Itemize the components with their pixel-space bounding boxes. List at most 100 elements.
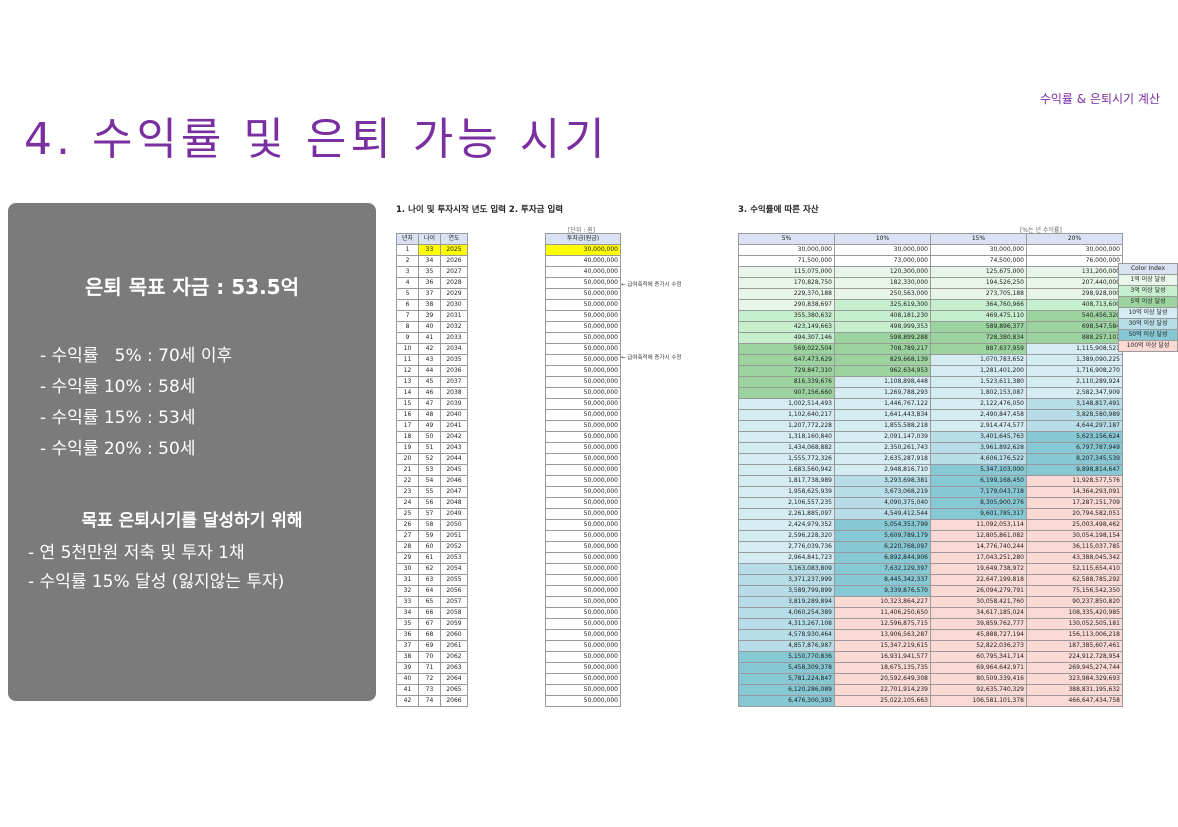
table-row: 19 51 2043	[396, 442, 468, 454]
table-row: 18 50 2042	[396, 431, 468, 443]
table-row: 40 72 2064	[396, 673, 468, 685]
table-cell: 728,380,834	[930, 332, 1027, 344]
table-cell: 6,892,844,906	[834, 552, 931, 564]
table-cell: 2,635,287,918	[834, 453, 931, 465]
table-cell: 16,931,941,577	[834, 651, 931, 663]
section-assets-label: 3. 수익률에 따른 자산	[738, 205, 819, 215]
table-cell: 2036	[440, 365, 468, 377]
table-cell: 1,207,772,228	[738, 420, 835, 432]
unit-note: [단위 : 원]	[568, 227, 596, 234]
table-row: 50,000,000	[545, 541, 621, 553]
table-row: 50,000,000	[545, 596, 621, 608]
table-cell: 50,000,000	[545, 277, 621, 289]
table-cell: 73,000,000	[834, 255, 931, 267]
table-cell: 2030	[440, 299, 468, 311]
table-row: 13 45 2037	[396, 376, 468, 388]
table-cell: 50,000,000	[545, 398, 621, 410]
table-cell: 229,370,188	[738, 288, 835, 300]
table-cell: 30,054,198,154	[1026, 530, 1123, 542]
table-cell: 31	[396, 574, 419, 586]
table-row: 21 53 2045	[396, 464, 468, 476]
table-cell: 5,150,770,836	[738, 651, 835, 663]
table-cell: 5,347,103,000	[930, 464, 1027, 476]
table-cell: 50,000,000	[545, 596, 621, 608]
table-cell: 2,091,147,039	[834, 431, 931, 443]
table-cell: 73	[418, 684, 441, 696]
table-row: 30억 이상 달성	[1118, 318, 1178, 330]
table-cell: 19,649,738,972	[930, 563, 1027, 575]
table-cell: 273,705,188	[930, 288, 1027, 300]
table-row: 10억 이상 달성	[1118, 307, 1178, 319]
table-cell: 50,000,000	[545, 618, 621, 630]
table-row: 50,000,000	[545, 530, 621, 542]
table-cell: 23	[396, 486, 419, 498]
header-cell: 투자금(원금)	[545, 233, 621, 245]
table-row: 30 62 2054	[396, 563, 468, 575]
table-cell: 2029	[440, 288, 468, 300]
table-cell: 2,122,476,050	[930, 398, 1027, 410]
condition-title: 목표 은퇴시기를 달성하기 위해	[81, 511, 303, 531]
table-cell: 290,838,697	[738, 299, 835, 311]
table-row: 24 56 2048	[396, 497, 468, 509]
table-cell: 498,999,353	[834, 321, 931, 333]
table-cell: 2025	[440, 244, 468, 256]
table-cell: 888,257,101	[1026, 332, 1123, 344]
table-cell: 27	[396, 530, 419, 542]
table-row: 23 55 2047	[396, 486, 468, 498]
table-row: 50,000,000	[545, 695, 621, 707]
table-row: 1,434,068,882 2,350,261,743 3,961,892,628 6…	[738, 442, 1123, 454]
table-cell: 1,281,401,200	[930, 365, 1027, 377]
age-table: 년차 나이 연도 1 33 2025 2 34 2026 3 35 2027 4 36 2028 5 37…	[396, 233, 468, 707]
table-cell: 17,043,251,280	[930, 552, 1027, 564]
table-cell: 50,000,000	[545, 552, 621, 564]
table-cell: 34	[396, 607, 419, 619]
table-cell: 50,000,000	[545, 354, 621, 366]
table-row: 50,000,000	[545, 607, 621, 619]
table-cell: 17	[396, 420, 419, 432]
table-row: 50,000,000	[545, 387, 621, 399]
table-cell: 50,000,000	[545, 464, 621, 476]
table-cell: 41	[396, 684, 419, 696]
table-row: 50억 이상 달성	[1118, 329, 1178, 341]
header-cell: 나이	[418, 233, 441, 245]
table-row: 28 60 2052	[396, 541, 468, 553]
table-cell: 16	[396, 409, 419, 421]
table-cell: 10	[396, 343, 419, 355]
table-cell: 3,673,068,219	[834, 486, 931, 498]
summary-panel: 은퇴 목표 자금 : 53.5억 - 수익률 5% : 70세 이후 - 수익률…	[8, 203, 376, 701]
table-cell: 2033	[440, 332, 468, 344]
table-cell: 3,293,698,381	[834, 475, 931, 487]
table-cell: 50,000,000	[545, 409, 621, 421]
table-row: 25 57 2049	[396, 508, 468, 520]
table-cell: 1,716,908,270	[1026, 365, 1123, 377]
table-row: 290,838,697 325,619,300 364,760,966 408,713…	[738, 299, 1123, 311]
table-row: 6,120,286,089 22,701,914,239 92,635,740,32…	[738, 684, 1123, 696]
table-row: 1억 이상 달성	[1118, 274, 1178, 286]
table-row: 29 61 2053	[396, 552, 468, 564]
table-row: 647,473,629 829,668,139 1,070,783,652 1,389…	[738, 354, 1123, 366]
table-cell: 2034	[440, 343, 468, 355]
table-cell: 9,339,876,570	[834, 585, 931, 597]
table-row: 6 38 2030	[396, 299, 468, 311]
table-cell: 41	[418, 332, 441, 344]
table-row: 5,781,224,847 20,592,649,308 80,509,339,41…	[738, 673, 1123, 685]
table-row: 1,002,514,493 1,446,767,122 2,122,476,050 3…	[738, 398, 1123, 410]
table-cell: 50,000,000	[545, 310, 621, 322]
table-cell: 106,581,101,378	[930, 695, 1027, 707]
subtitle: 수익률 & 은퇴시기 계산	[1039, 92, 1160, 106]
table-cell: 50,000,000	[545, 453, 621, 465]
table-cell: 24	[396, 497, 419, 509]
table-cell: 51	[418, 442, 441, 454]
table-cell: 12,596,875,715	[834, 618, 931, 630]
table-row: 1,958,625,939 3,673,068,219 7,179,043,718 1…	[738, 486, 1123, 498]
table-cell: 1	[396, 244, 419, 256]
table-row: 423,149,663 498,999,353 589,896,377 698,547…	[738, 321, 1123, 333]
table-cell: 30	[396, 563, 419, 575]
table-cell: 30,000,000	[1026, 244, 1123, 256]
memo-note: ← 급여축적에 증가시 수정	[621, 355, 682, 361]
table-row: 9 41 2033	[396, 332, 468, 344]
table-cell: 466,647,434,758	[1026, 695, 1123, 707]
table-cell: 50,000,000	[545, 387, 621, 399]
table-cell: 19	[396, 442, 419, 454]
table-row: 3억 이상 달성	[1118, 285, 1178, 297]
